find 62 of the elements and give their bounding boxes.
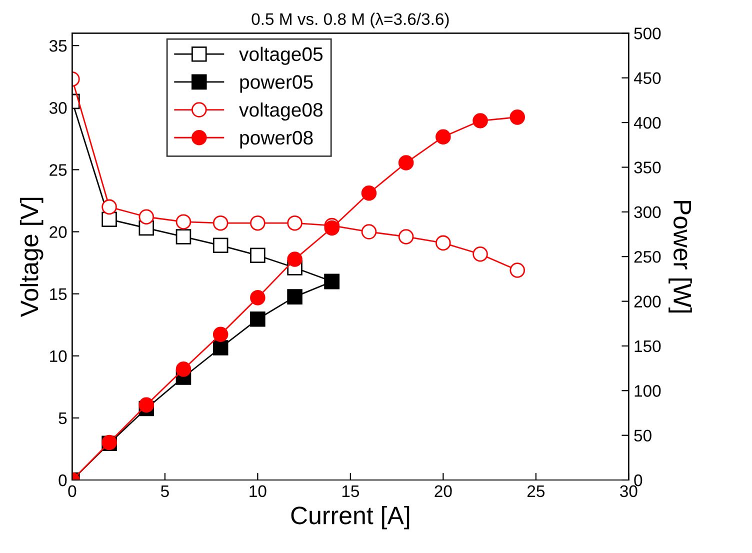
x-tick-label: 5	[160, 485, 169, 498]
y-tick-label: 0	[58, 474, 67, 486]
point	[102, 212, 117, 227]
y2-tick-label: 500	[634, 28, 661, 40]
legend-label: power05	[240, 75, 313, 93]
y2-tick-label: 250	[634, 250, 661, 263]
y2-tick-label: 200	[634, 296, 661, 308]
y-tick-label: 10	[50, 350, 67, 362]
y-tick-label: 25	[50, 164, 67, 176]
point	[250, 215, 266, 231]
point	[361, 224, 377, 240]
x-tick-label: 20	[434, 485, 452, 498]
point	[361, 186, 377, 201]
y2-tick-label: 450	[634, 72, 661, 84]
point	[138, 397, 154, 413]
point	[212, 238, 228, 254]
x-tick-label: 25	[527, 485, 544, 498]
point	[138, 209, 154, 225]
point	[176, 214, 192, 230]
y-tick-label: 15	[50, 288, 67, 300]
legend-label: power08	[240, 130, 313, 148]
y2-tick-label: 400	[634, 116, 661, 129]
point	[212, 326, 228, 342]
point	[472, 113, 488, 128]
point	[250, 248, 266, 263]
point	[510, 110, 526, 125]
legend-label: voltage08	[239, 102, 322, 121]
y2-tick-label: 50	[634, 430, 652, 442]
point	[212, 340, 228, 356]
y2-tick-label: 0	[634, 474, 642, 486]
point	[436, 129, 451, 144]
y2-tick-label: 300	[634, 206, 661, 218]
point	[250, 312, 266, 327]
point	[436, 235, 451, 251]
point	[212, 215, 228, 231]
y-tick-label: 30	[49, 102, 67, 114]
x-axis-title: Current [A]	[291, 506, 410, 530]
y2-tick-label: 150	[634, 340, 661, 352]
point	[472, 246, 488, 262]
y-tick-label: 5	[58, 412, 67, 424]
point	[102, 199, 117, 215]
x-tick-label: 15	[342, 485, 360, 498]
y-tick-label: 35	[49, 40, 67, 52]
point	[287, 289, 302, 304]
y2-tick-label: 100	[634, 385, 661, 397]
point	[398, 155, 414, 170]
y-tick-label: 20	[50, 226, 67, 238]
legend-label: voltage05	[239, 46, 323, 65]
point	[176, 362, 192, 377]
x-tick-label: 30	[620, 485, 638, 498]
y2-tick-label: 350	[634, 162, 661, 174]
chart-title: 0.5 M vs. 0.8 M (λ=3.6/3.6)	[252, 12, 449, 28]
point	[510, 262, 526, 278]
x-tick-label: 10	[250, 485, 266, 498]
point	[287, 215, 302, 231]
point	[398, 229, 414, 244]
x-tick-label: 0	[68, 485, 76, 498]
point	[250, 290, 266, 306]
point	[176, 229, 192, 244]
y-axis-title: Voltage [V]	[20, 198, 44, 317]
point	[287, 252, 302, 267]
y2-axis-title: Power [W]	[668, 200, 692, 312]
